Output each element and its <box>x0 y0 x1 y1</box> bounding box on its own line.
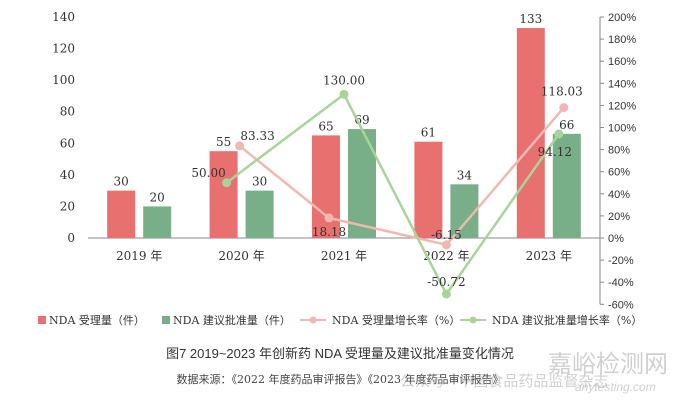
left-tick-label: 40 <box>60 168 75 182</box>
right-tick-label: 180% <box>608 34 636 46</box>
left-tick-label: 100 <box>52 73 75 87</box>
line-accepted-growth <box>238 106 565 247</box>
bar-value-label: 30 <box>114 175 129 189</box>
watermark-url: anytesting.com <box>575 380 656 394</box>
x-tick-label: 2019 年 <box>116 249 162 263</box>
watermark-account: 公众号 · 中国食品药品监督杂志 <box>400 373 609 390</box>
bar-accepted <box>209 151 238 238</box>
left-tick-label: 80 <box>60 105 75 119</box>
left-tick-label: 20 <box>60 199 75 213</box>
right-tick-label: 0% <box>608 233 624 245</box>
right-tick-label: 20% <box>608 211 630 223</box>
bar-value-label: 55 <box>216 135 231 149</box>
bar-value-label: 133 <box>519 12 542 26</box>
bar-accepted <box>414 141 443 238</box>
legend-label: NDA 受理量增长率（%） <box>332 313 460 327</box>
right-tick-label: 120% <box>608 100 636 112</box>
right-tick-label: -40% <box>608 277 634 289</box>
left-tick-label: 140 <box>52 10 75 24</box>
line-value-label: 83.33 <box>240 129 274 143</box>
watermark-site: 嘉峪检测网 <box>548 351 668 378</box>
bar-accepted <box>107 190 136 238</box>
line-marker <box>441 240 451 250</box>
x-tick-label: 2020 年 <box>218 249 264 263</box>
right-tick-label: -20% <box>608 255 634 267</box>
line-value-label: 130.00 <box>323 73 365 87</box>
line-approved-growth <box>225 92 560 297</box>
combo-chart: 0 20 40 60 80 100 120 140 -60% -40% -20% 0% 20% 40% 60… <box>38 10 642 327</box>
left-tick-label: 120 <box>52 42 75 56</box>
legend-swatch <box>38 316 46 324</box>
right-tick-label: -60% <box>608 299 634 311</box>
right-tick-label: 40% <box>608 189 630 201</box>
bar-value-label: 20 <box>150 190 165 204</box>
legend-swatch <box>162 316 170 324</box>
legend-label: NDA 建议批准量增长率（%） <box>492 313 642 327</box>
data-source: 数据来源：《2022 年度药品审评报告》《2023 年度药品审评报告》 <box>176 373 504 386</box>
x-tick-label: 2021 年 <box>321 249 367 263</box>
legend-label: NDA 建议批准量（件） <box>173 313 291 327</box>
line-marker <box>324 213 334 223</box>
bar-accepted <box>312 135 340 238</box>
bar-accepted <box>516 28 545 238</box>
right-tick-label: 100% <box>608 123 636 135</box>
right-tick-label: 200% <box>608 12 636 24</box>
left-tick-label: 0 <box>67 231 75 245</box>
bar-value-label: 34 <box>457 168 473 182</box>
right-tick-label: 140% <box>608 78 636 90</box>
bar-value-label: 66 <box>559 118 574 132</box>
bar-value-label: 61 <box>421 126 436 140</box>
legend-marker <box>469 316 477 324</box>
line-value-label: 50.00 <box>191 166 225 180</box>
right-tick-label: 160% <box>608 56 636 68</box>
x-tick-label: 2022 年 <box>423 249 469 263</box>
line-value-label: -6.15 <box>431 228 462 242</box>
legend-label: NDA 受理量（件） <box>49 314 145 327</box>
line-value-label: 18.18 <box>312 225 346 239</box>
x-tick-label: 2023 年 <box>526 249 572 263</box>
bar-approved <box>348 129 376 238</box>
bar-approved <box>143 206 172 238</box>
line-marker <box>554 129 564 139</box>
line-marker <box>339 89 349 99</box>
line-marker <box>559 103 569 113</box>
line-value-label: 118.03 <box>541 85 583 99</box>
line-marker <box>222 178 232 188</box>
line-marker <box>441 289 451 299</box>
line-value-label: -50.72 <box>427 275 465 289</box>
bar-value-label: 65 <box>318 119 333 133</box>
line-value-label: 94.12 <box>538 145 572 159</box>
right-tick-label: 80% <box>608 145 630 157</box>
figure-caption: 图7 2019~2023 年创新药 NDA 受理量及建议批准量变化情况 <box>166 346 514 361</box>
bar-value-label: 30 <box>252 175 267 189</box>
line-marker <box>235 141 245 151</box>
bar-approved <box>552 133 581 238</box>
left-tick-label: 60 <box>60 136 75 150</box>
legend-marker <box>309 316 317 324</box>
bar-approved <box>245 190 274 238</box>
right-tick-label: 60% <box>608 167 630 179</box>
